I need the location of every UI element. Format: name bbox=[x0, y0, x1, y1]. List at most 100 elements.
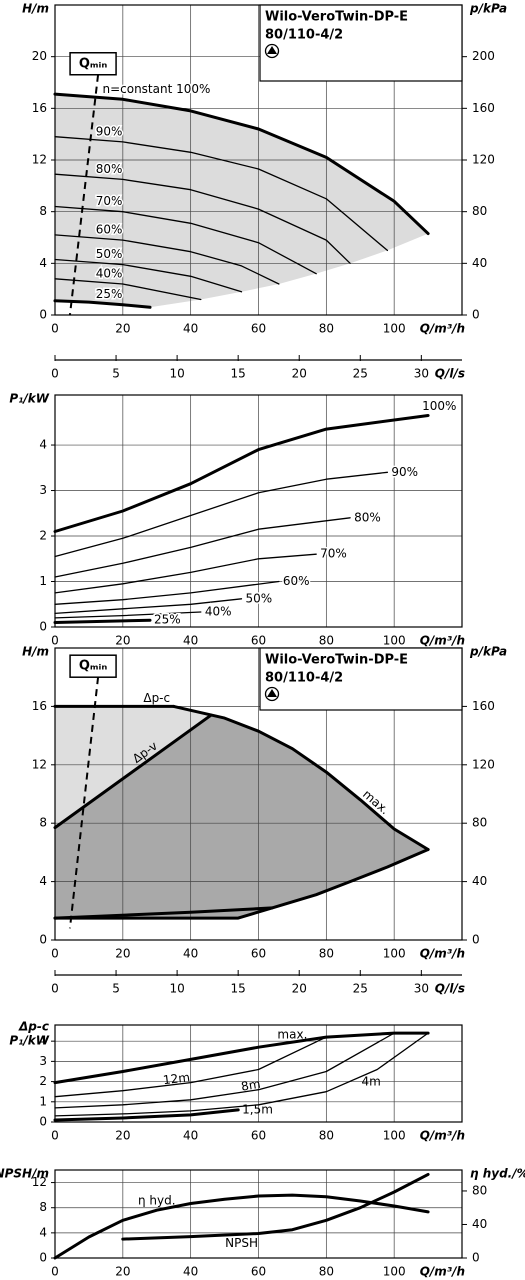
y2-tick-label: 120 bbox=[472, 153, 495, 167]
x-axis-label: Q/m³/h bbox=[420, 1129, 465, 1143]
curve bbox=[53, 713, 213, 830]
pump-symbol-arrow bbox=[267, 689, 277, 697]
curve-label: 60% bbox=[283, 574, 310, 588]
y-axis-label: H/m bbox=[22, 2, 49, 16]
y-tick-label: 16 bbox=[32, 699, 47, 713]
curve bbox=[54, 205, 317, 275]
x-tick-label: 60 bbox=[251, 634, 266, 648]
x-tick-label: 30 bbox=[414, 367, 429, 381]
y-tick-label: 0 bbox=[39, 1251, 47, 1265]
y-tick-label: 12 bbox=[32, 153, 47, 167]
curve-label: 8m bbox=[240, 1077, 261, 1094]
x-tick-label: 100 bbox=[383, 1265, 406, 1279]
x-tick-label: 80 bbox=[319, 1265, 334, 1279]
x-tick-label: 100 bbox=[383, 947, 406, 961]
y-tick-label: 8 bbox=[39, 1200, 47, 1214]
x-tick-label: 60 bbox=[251, 1129, 266, 1143]
y2-tick-label: 80 bbox=[472, 1183, 487, 1197]
y2-tick-label: 0 bbox=[472, 308, 480, 322]
qmin-box bbox=[69, 52, 117, 76]
title: Wilo-VeroTwin-DP-E bbox=[265, 10, 408, 25]
x-tick-label: 40 bbox=[183, 947, 198, 961]
curve bbox=[54, 278, 202, 301]
y-tick-label: 2 bbox=[39, 529, 47, 543]
y-tick-label: 3 bbox=[39, 1054, 47, 1068]
x-tick-label: 80 bbox=[319, 1129, 334, 1143]
curve-label: 40% bbox=[205, 604, 232, 618]
x-tick-label: 60 bbox=[251, 322, 266, 336]
curve bbox=[53, 414, 430, 533]
curve-label: 25% bbox=[96, 287, 123, 301]
x-tick-label: 25 bbox=[353, 982, 368, 996]
x-tick-label: 5 bbox=[112, 982, 120, 996]
y-tick-label: 0 bbox=[39, 308, 47, 322]
y-tick-label: 0 bbox=[39, 1115, 47, 1129]
y-tick-label: 0 bbox=[39, 620, 47, 634]
x-tick-label: 40 bbox=[183, 1129, 198, 1143]
y-tick-label: 4 bbox=[39, 874, 47, 888]
x-tick-label: 0 bbox=[51, 1265, 59, 1279]
curve-label: 90% bbox=[391, 465, 418, 479]
y-tick-label: 8 bbox=[39, 204, 47, 218]
y-tick-label: 1 bbox=[39, 1094, 47, 1108]
y2-axis-label: η hyd./% bbox=[470, 1167, 525, 1181]
curve bbox=[54, 553, 317, 594]
y-tick-label: 2 bbox=[39, 1074, 47, 1088]
curve bbox=[172, 704, 430, 851]
curve bbox=[53, 1108, 240, 1122]
qmin-line bbox=[68, 74, 100, 316]
title: Wilo-VeroTwin-DP-E bbox=[265, 653, 408, 668]
x-tick-label: 40 bbox=[183, 634, 198, 648]
range-light bbox=[55, 706, 212, 828]
y-tick-label: 12 bbox=[32, 1175, 47, 1189]
curve-label: 100% bbox=[422, 399, 456, 413]
title-box bbox=[259, 647, 463, 711]
y-tick-label: 1 bbox=[39, 574, 47, 588]
y2-tick-label: 0 bbox=[472, 1251, 480, 1265]
x-tick-label: 80 bbox=[319, 322, 334, 336]
x-tick-label: 0 bbox=[51, 367, 59, 381]
curve bbox=[53, 618, 152, 624]
curve bbox=[53, 1193, 430, 1260]
x-tick-label: 30 bbox=[414, 982, 429, 996]
y2-axis-label: p/kPa bbox=[469, 2, 507, 16]
curve-label: 40% bbox=[96, 266, 123, 280]
x-tick-label: 15 bbox=[231, 982, 246, 996]
curve bbox=[54, 580, 280, 605]
x-tick-label: 25 bbox=[353, 367, 368, 381]
y-tick-label: 3 bbox=[39, 483, 47, 497]
curve-label: max. bbox=[277, 1028, 307, 1042]
x-axis-label: Q/l/s bbox=[435, 982, 465, 996]
plot-frame bbox=[54, 1169, 463, 1259]
y2-tick-label: 40 bbox=[472, 256, 487, 270]
plot-frame bbox=[54, 647, 463, 941]
curve-label: 70% bbox=[96, 194, 123, 208]
x-tick-label: 0 bbox=[51, 982, 59, 996]
x-tick-label: 10 bbox=[169, 982, 184, 996]
y-tick-label: 16 bbox=[32, 101, 47, 115]
y2-tick-label: 120 bbox=[472, 757, 495, 771]
curve bbox=[121, 1172, 430, 1241]
x-tick-label: 80 bbox=[319, 634, 334, 648]
curve-label: NPSH bbox=[225, 1236, 258, 1250]
curve-label: 60% bbox=[96, 223, 123, 237]
qmin-label: Qₘᵢₙ bbox=[79, 659, 108, 674]
subtitle: 80/110-4/2 bbox=[265, 671, 343, 686]
curve-label: 1,5m bbox=[242, 1102, 273, 1116]
x-tick-label: 0 bbox=[51, 1129, 59, 1143]
curve-label: 4m bbox=[361, 1074, 380, 1088]
curve bbox=[54, 258, 243, 293]
title-box bbox=[259, 4, 463, 82]
x-axis-label: Q/m³/h bbox=[420, 322, 465, 336]
y2-tick-label: 200 bbox=[472, 49, 495, 63]
curve bbox=[54, 1032, 395, 1109]
curve-label: 80% bbox=[96, 162, 123, 176]
curve bbox=[53, 92, 430, 236]
curve bbox=[54, 598, 243, 615]
y-axis-label: P₁/kW bbox=[9, 392, 49, 406]
curve bbox=[54, 136, 389, 252]
qmin-label: Qₘᵢₙ bbox=[79, 56, 108, 71]
x-axis-label: Q/m³/h bbox=[420, 634, 465, 648]
plot-frame bbox=[54, 4, 463, 316]
x-tick-label: 40 bbox=[183, 1265, 198, 1279]
